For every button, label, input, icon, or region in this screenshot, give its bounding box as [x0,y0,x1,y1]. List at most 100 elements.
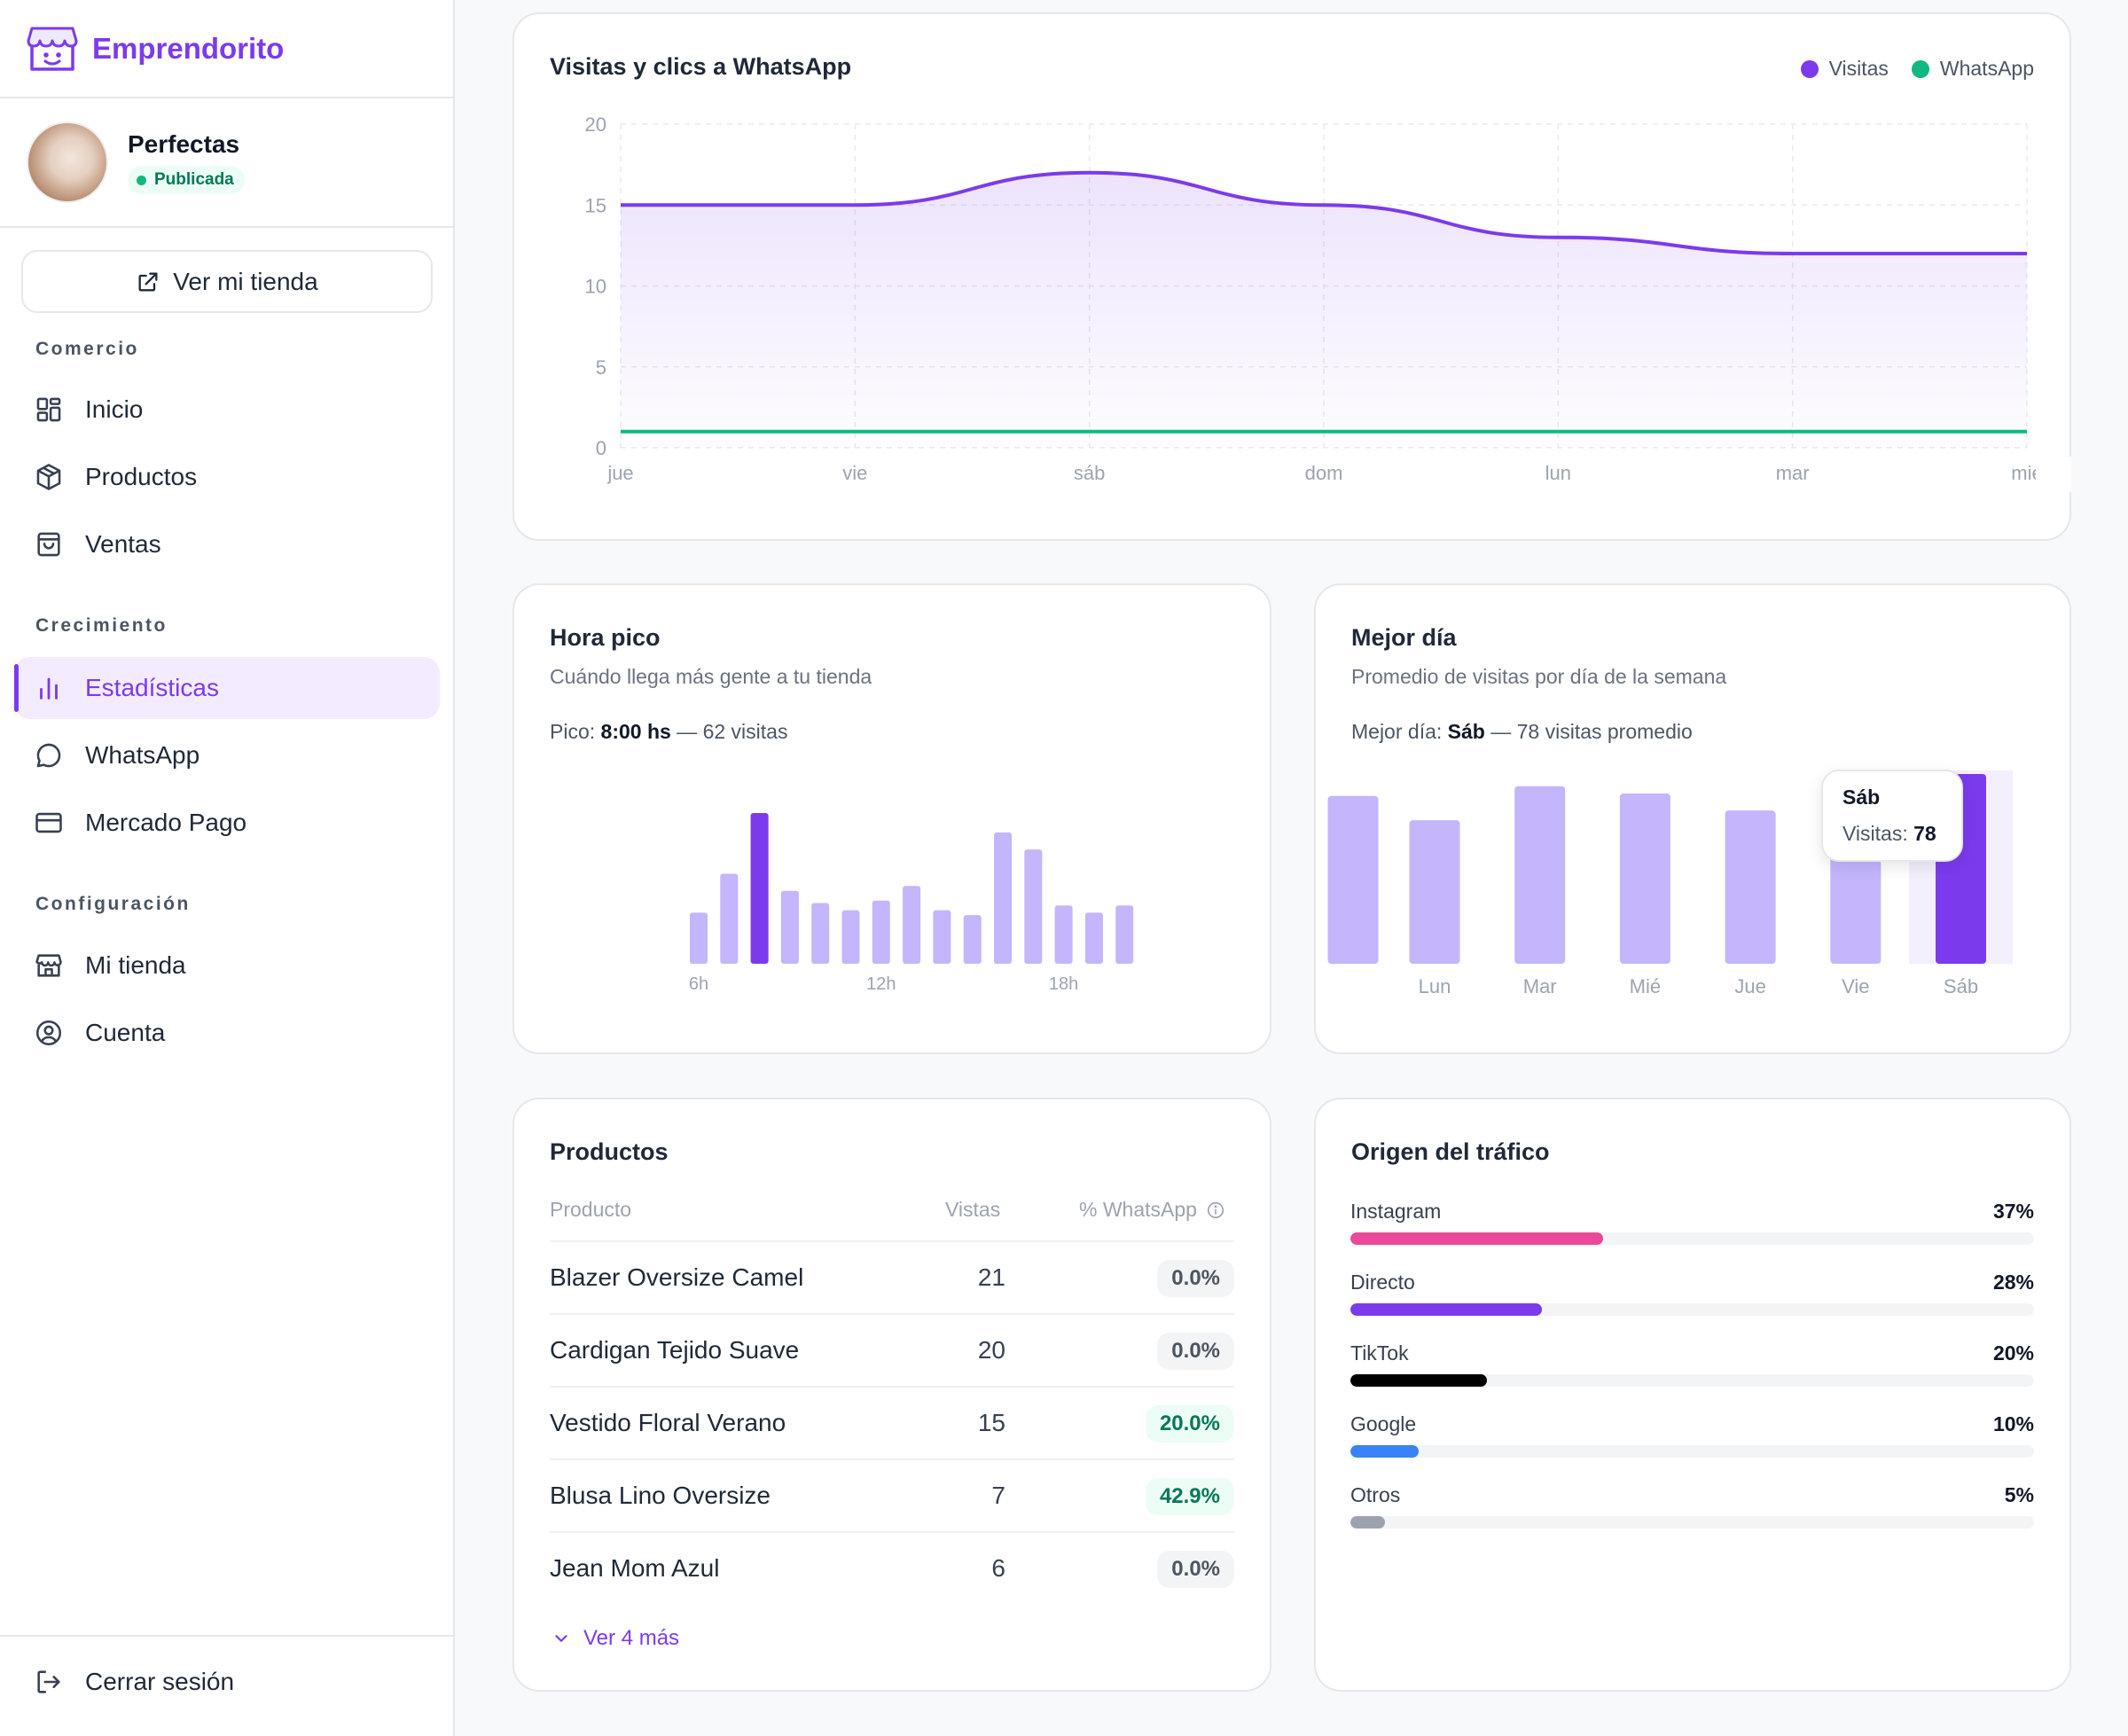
card-title: Hora pico [550,624,661,651]
best-day-info-prefix: Mejor día: [1351,720,1448,743]
show-more-label: Ver 4 más [583,1626,680,1650]
box-icon [36,464,61,490]
sidebar-item-label: Productos [85,463,198,490]
peak-info-prefix: Pico: [550,720,601,743]
source-bar-track [1350,1374,2034,1387]
sidebar-item-mercado-pago[interactable]: Mercado Pago [14,792,440,854]
peak-hour-card: Hora pico Cuándo llega más gente a tu ti… [512,583,1271,1054]
info-icon[interactable] [1206,1200,1225,1220]
card-title: Visitas y clics a WhatsApp [550,53,852,80]
product-name: Cardigan Tejido Suave [550,1336,800,1364]
sidebar-item-label: Ventas [85,530,161,558]
product-views: 20 [977,1336,1005,1364]
store-profile: Perfectas Publicada [0,98,453,228]
source-bar-track [1350,1516,2034,1529]
section-title-comercio: Comercio [35,339,139,359]
chart-legend: Visitas WhatsApp [1778,57,2034,81]
store-logo-icon [27,27,78,71]
status-dot-icon [137,175,146,185]
sidebar-item-estadisticas[interactable]: Estadísticas [14,657,440,719]
source-bar-fill [1350,1445,1420,1458]
whatsapp-rate-badge: 0.0% [1157,1333,1234,1370]
peak-info-suffix: — 62 visitas [670,720,788,743]
whatsapp-rate-badge: 0.0% [1157,1551,1234,1588]
table-row[interactable]: Jean Mom Azul 6 0.0% [550,1531,1234,1604]
legend-item-whatsapp[interactable]: WhatsApp [1911,57,2034,81]
legend-item-visitas[interactable]: Visitas [1800,57,1889,81]
source-bar-track [1350,1232,2034,1245]
whatsapp-rate-badge: 0.0% [1157,1260,1234,1297]
column-header-vistas: Vistas [945,1198,1001,1221]
store-name: Perfectas [128,130,240,158]
view-store-label: Ver mi tienda [173,267,318,295]
source-percent: 37% [1992,1200,2034,1223]
source-bar-fill [1350,1232,1604,1245]
sidebar-item-ventas[interactable]: Ventas [14,513,440,575]
logout-button[interactable]: Cerrar sesión [34,1667,234,1697]
card-title: Origen del tráfico [1351,1138,1550,1165]
table-row[interactable]: Vestido Floral Verano 15 20.0% [550,1386,1234,1458]
show-more-button[interactable]: Ver 4 más [552,1626,679,1651]
product-views: 6 [991,1554,1005,1582]
peak-hour-value: 8:00 hs [600,720,671,743]
visits-card: Visitas y clics a WhatsApp Visitas Whats… [512,12,2071,541]
bar-chart-icon [40,677,58,700]
legend-dot-icon [1800,59,1819,78]
brand[interactable]: Emprendorito [0,0,453,98]
product-views: 15 [977,1409,1005,1436]
source-percent: 10% [1992,1412,2034,1435]
product-name: Blazer Oversize Camel [550,1263,804,1291]
table-row[interactable]: Blusa Lino Oversize 7 42.9% [550,1458,1234,1531]
source-bar-track [1350,1445,2034,1458]
tooltip-label: Visitas: [1842,822,1914,845]
tooltip-body: Visitas: 78 [1842,822,1942,846]
whatsapp-rate-badge: 42.9% [1145,1478,1234,1515]
products-card: Productos [512,1098,1271,1692]
section-title-crecimiento: Crecimiento [35,615,168,636]
column-header-label: % WhatsApp [1079,1198,1197,1221]
product-name: Vestido Floral Verano [550,1409,786,1436]
view-store-button[interactable]: Ver mi tienda [21,250,433,313]
sidebar-item-productos[interactable]: Productos [14,446,440,508]
table-row[interactable]: Cardigan Tejido Suave 20 0.0% [550,1313,1234,1386]
legend-label: WhatsApp [1939,57,2034,80]
product-views: 7 [991,1482,1005,1509]
source-bar-fill [1350,1516,1385,1529]
product-views: 21 [977,1263,1005,1291]
whatsapp-rate-badge: 20.0% [1145,1405,1234,1443]
logout-label: Cerrar sesión [85,1668,235,1695]
card-title: Productos [550,1138,669,1165]
sidebar-item-mi-tienda[interactable]: Mi tienda [14,934,440,997]
section-title-configuracion: Configuración [35,894,191,914]
card-icon [35,812,62,833]
product-name: Jean Mom Azul [550,1554,720,1582]
chat-icon [36,743,61,768]
sidebar-item-inicio[interactable]: Inicio [14,379,440,441]
source-percent: 20% [1992,1341,2034,1365]
sidebar-item-label: Estadísticas [85,674,219,701]
logout-icon [37,1670,60,1693]
status-badge: Publicada [128,166,245,194]
column-header-whatsapp: % WhatsApp [1079,1198,1225,1222]
card-subtitle: Cuándo llega más gente a tu tienda [550,665,872,688]
sidebar-item-label: WhatsApp [85,741,200,769]
source-percent: 5% [2004,1483,2034,1506]
legend-dot-icon [1911,59,1929,78]
tooltip-value: 78 [1913,822,1936,845]
bag-icon [37,532,60,557]
sidebar-item-label: Inicio [85,395,144,423]
best-day-value: Sáb [1447,720,1485,743]
sidebar-item-whatsapp[interactable]: WhatsApp [14,724,440,786]
legend-label: Visitas [1828,57,1889,80]
table-row[interactable]: Blazer Oversize Camel 21 0.0% [550,1240,1234,1313]
store-icon [35,954,62,977]
traffic-card: Origen del tráfico [1314,1098,2071,1692]
source-label: TikTok [1350,1341,1409,1365]
source-label: Directo [1350,1271,1415,1294]
sidebar-item-cuenta[interactable]: Cuenta [14,1002,440,1064]
grid-icon [36,397,61,422]
peak-info: Pico: 8:00 hs — 62 visitas [550,720,787,744]
sidebar-item-label: Cuenta [85,1019,166,1046]
source-label: Otros [1350,1483,1401,1506]
chart-tooltip: Sáb Visitas: 78 [1821,770,1963,862]
